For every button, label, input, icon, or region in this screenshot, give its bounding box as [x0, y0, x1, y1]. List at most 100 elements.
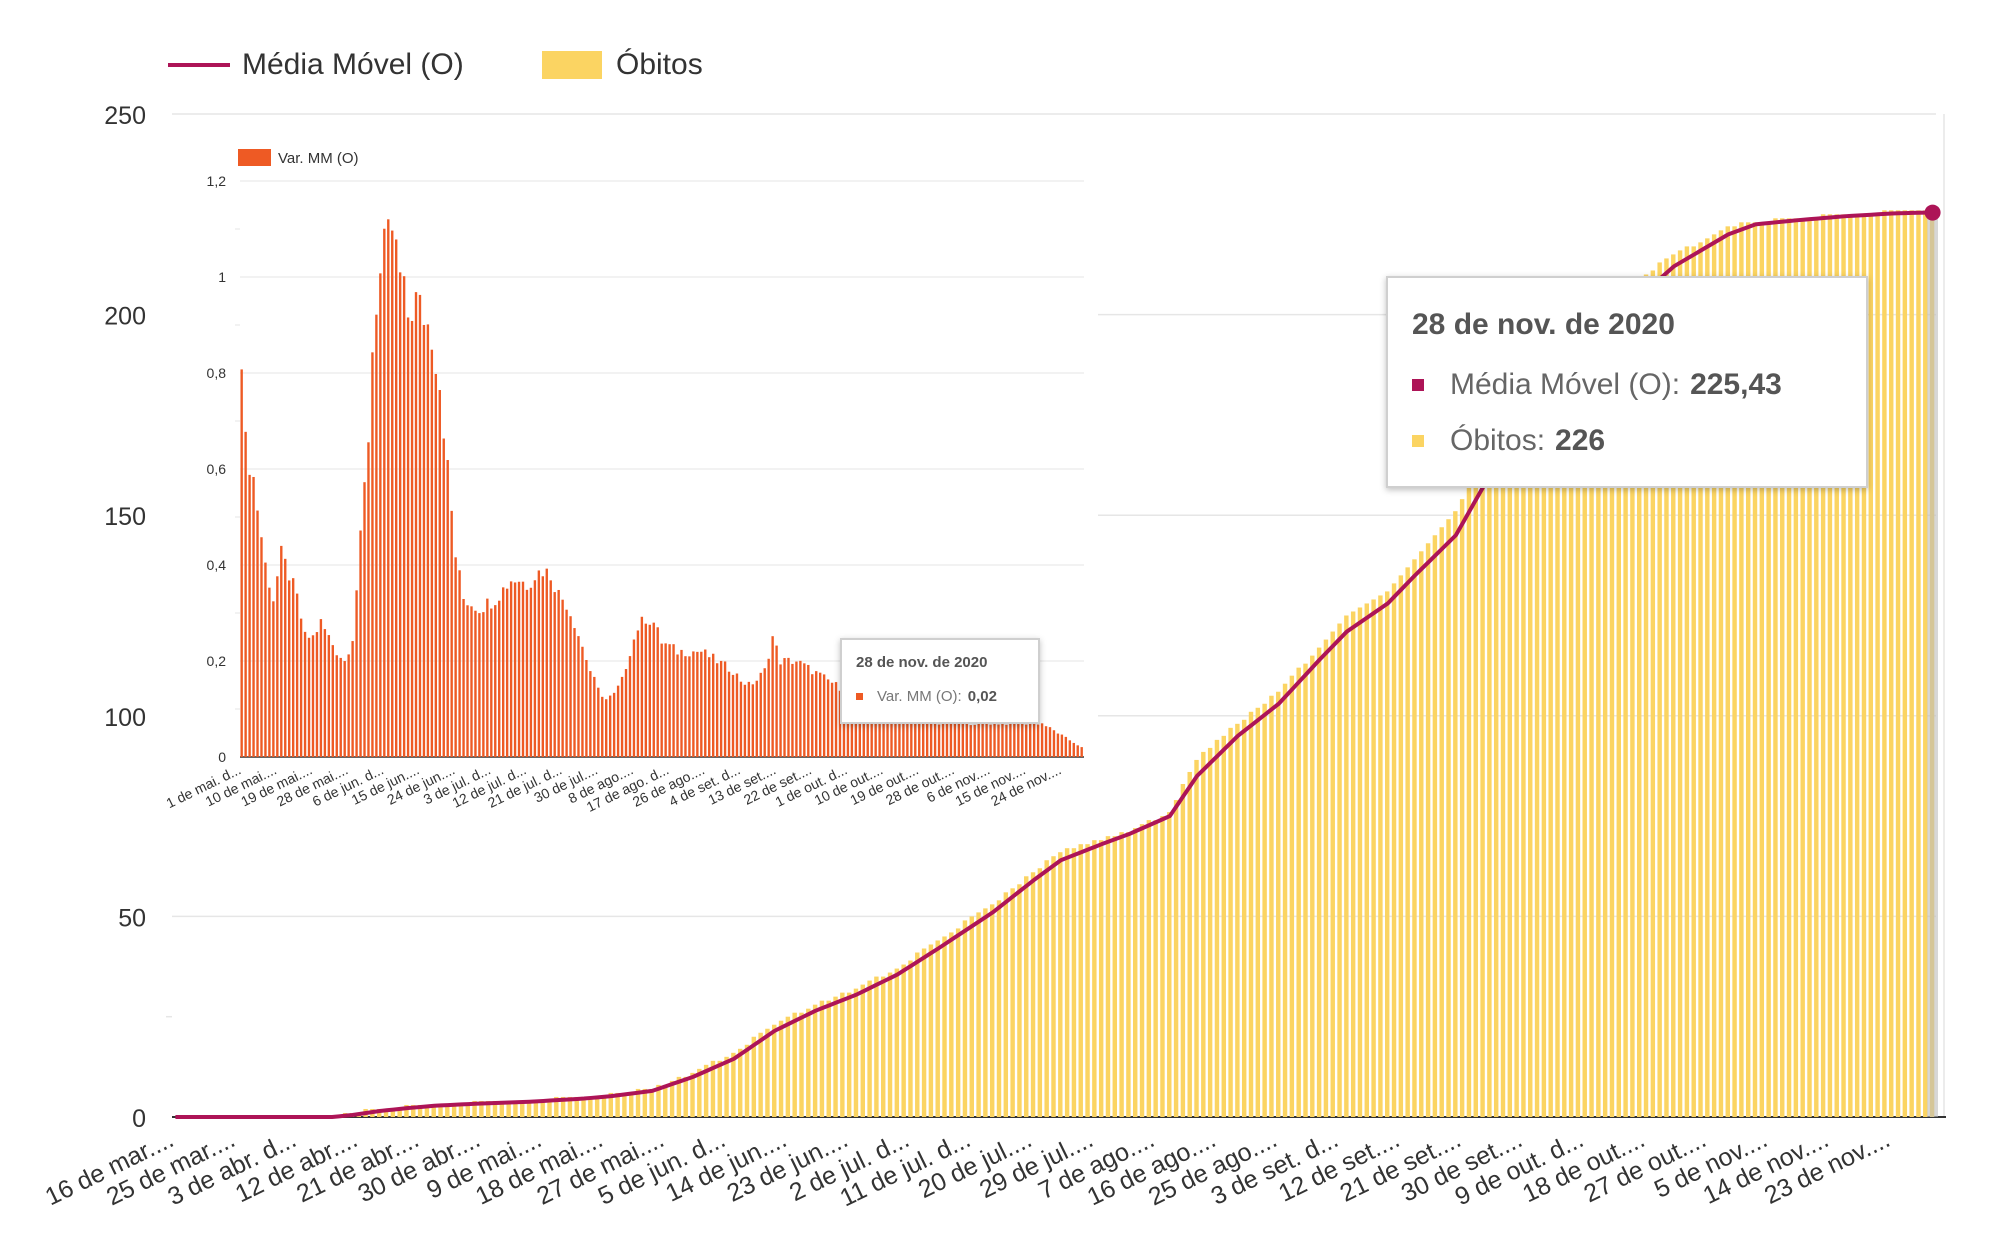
obitos-bar — [881, 976, 886, 1117]
var-mm-bar — [803, 663, 806, 757]
obitos-bar — [867, 980, 872, 1117]
obitos-bar — [833, 996, 838, 1117]
obitos-bar — [404, 1104, 409, 1117]
obitos-bar — [1112, 836, 1117, 1117]
var-mm-bar — [585, 660, 588, 757]
main-tooltip: 28 de nov. de 2020 Média Móvel (O): 225,… — [1386, 276, 1868, 488]
var-mm-bar — [969, 725, 972, 757]
obitos-bar — [901, 964, 906, 1117]
obitos-bar — [1555, 362, 1560, 1117]
obitos-bar — [1010, 888, 1015, 1117]
obitos-bar — [1078, 844, 1083, 1117]
var-mm-bar — [1048, 727, 1052, 757]
obitos-bar — [1541, 374, 1547, 1117]
obitos-bar — [1126, 832, 1131, 1117]
obitos-bar — [703, 1064, 709, 1117]
var-mm-bar — [933, 722, 937, 757]
obitos-bar — [656, 1084, 661, 1117]
inset-tooltip-label: Var. MM (O): — [877, 688, 962, 705]
var-mm-bar — [395, 239, 398, 758]
obitos-bar — [1500, 426, 1506, 1117]
obitos-bar — [955, 928, 961, 1117]
legend-obitos[interactable]: Óbitos — [542, 48, 703, 82]
var-mm-bar — [478, 613, 481, 757]
legend-media-movel[interactable]: Média Móvel (O) — [168, 48, 464, 82]
obitos-bar — [1037, 868, 1043, 1117]
obitos-bar — [1575, 342, 1581, 1117]
var-mm-bar — [715, 663, 719, 757]
obitos-bar — [1276, 691, 1281, 1117]
obitos-bar — [710, 1060, 716, 1117]
obitos-bar — [1030, 872, 1036, 1117]
obitos-bar — [1344, 615, 1349, 1117]
obitos-bar — [567, 1096, 573, 1117]
obitos-bar — [431, 1104, 436, 1117]
obitos-bar — [1173, 800, 1179, 1117]
obitos-bar — [949, 932, 954, 1117]
var-mm-bar — [676, 654, 679, 757]
var-mm-bar — [240, 369, 243, 757]
obitos-bar — [785, 1016, 791, 1117]
obitos-bar — [1303, 663, 1308, 1117]
inset-tooltip-value: 0,02 — [967, 688, 997, 705]
var-mm-bar — [874, 707, 877, 757]
var-mm-bar — [775, 645, 778, 757]
var-mm-bar — [406, 317, 410, 757]
obitos-bar — [1221, 735, 1226, 1117]
var-mm-bar — [811, 674, 814, 757]
obitos-bar — [1466, 487, 1472, 1117]
obitos-bar — [1800, 218, 1805, 1117]
obitos-bar — [506, 1100, 511, 1117]
obitos-bar — [1214, 739, 1220, 1117]
var-mm-bar — [284, 558, 287, 757]
obitos-bar — [1323, 639, 1329, 1117]
legend-media-movel-label: Média Móvel (O) — [242, 48, 464, 81]
var-mm-bar — [244, 431, 247, 757]
var-mm-bar — [854, 694, 858, 757]
var-mm-bar — [462, 599, 465, 757]
var-mm-bar — [418, 294, 422, 757]
obitos-bar — [1780, 218, 1785, 1117]
inset-legend[interactable]: Var. MM (O) — [238, 149, 359, 167]
obitos-bar — [874, 976, 879, 1117]
var-mm-bar — [985, 723, 988, 757]
var-mm-bar — [925, 722, 929, 757]
var-mm-bar — [910, 717, 913, 757]
obitos-bar — [1051, 856, 1056, 1117]
var-mm-bar — [299, 618, 303, 757]
obitos-bar — [472, 1100, 477, 1117]
obitos-bar — [1105, 836, 1111, 1117]
obitos-bar — [1623, 302, 1628, 1117]
obitos-bar — [1432, 535, 1438, 1117]
var-mm-bar — [751, 684, 755, 757]
obitos-bar — [1085, 844, 1090, 1117]
var-mm-bar — [331, 645, 334, 757]
obitos-bar — [1691, 246, 1696, 1117]
var-mm-bar — [1064, 736, 1068, 757]
inset-tooltip: 28 de nov. de 2020 Var. MM (O): 0,02 — [840, 638, 1040, 724]
var-mm-bar — [311, 635, 315, 757]
inset-y-tick-label: 1 — [218, 269, 226, 285]
var-mm-bar — [783, 658, 786, 757]
obitos-bar — [1814, 218, 1819, 1117]
obitos-bar — [1582, 338, 1587, 1117]
obitos-bar — [485, 1100, 491, 1117]
obitos-bar — [1698, 242, 1703, 1117]
obitos-bar — [887, 972, 893, 1117]
main-tooltip-date: 28 de nov. de 2020 — [1412, 308, 1675, 341]
var-mm-bar — [818, 672, 822, 757]
obitos-bar — [499, 1100, 505, 1117]
obitos-bar — [1766, 222, 1771, 1117]
var-mm-bar — [482, 612, 485, 757]
media-movel-dot-icon — [1412, 379, 1424, 391]
obitos-bar — [1739, 222, 1744, 1117]
obitos-bar — [1453, 511, 1458, 1117]
obitos-bar — [615, 1092, 620, 1117]
var-mm-bar — [1005, 724, 1008, 757]
inset-y-tick-label: 0,8 — [207, 365, 227, 381]
var-mm-bar — [367, 442, 370, 757]
main-y-axis: 0 50 100 150 200 250 — [104, 102, 146, 1133]
obitos-bar — [1841, 214, 1846, 1118]
var-mm-bar — [347, 654, 350, 757]
